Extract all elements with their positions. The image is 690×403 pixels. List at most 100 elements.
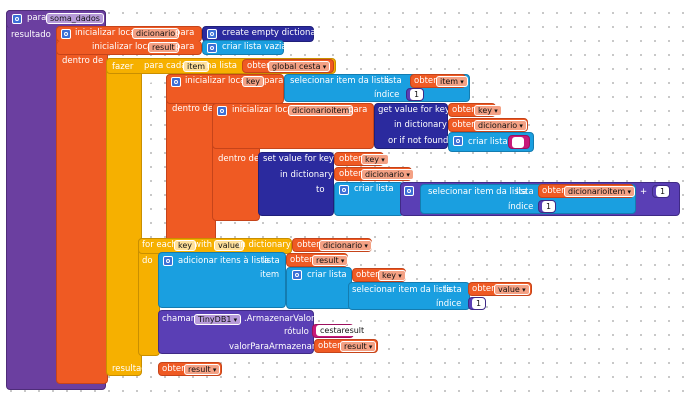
create-list-label-3: criar lista	[307, 270, 347, 280]
get-dicionario-var-1[interactable]: dicionario	[474, 120, 527, 131]
init-dicionario-var[interactable]: dicionario	[132, 28, 180, 39]
foreach-item-do-label: fazer	[112, 62, 134, 72]
foreach-item-label: para cada	[144, 61, 187, 71]
select-item-value-list: lista	[444, 285, 462, 295]
create-list-gear-icon-3[interactable]	[292, 270, 302, 280]
index-number-field-2[interactable]: 1	[542, 201, 556, 212]
index-number-field-3[interactable]: 1	[472, 298, 486, 309]
foreach-kv-with: with	[194, 240, 213, 250]
return-label: resultado	[112, 364, 152, 374]
get-key-var-1[interactable]: key	[474, 105, 502, 116]
set-value-to-label: to	[316, 185, 325, 195]
init-key-in-label: dentro de	[172, 104, 214, 114]
foreach-item-block[interactable]	[106, 58, 142, 376]
procedure-name-field[interactable]: soma_dados	[46, 13, 104, 24]
select-item-dict-index-label: índice	[508, 202, 534, 212]
get-value-var[interactable]: value	[494, 284, 530, 295]
tinydb-component-dropdown[interactable]: TinyDB1	[194, 314, 242, 325]
init-dicionario-to: para	[175, 28, 195, 38]
get-dicionario-var-3[interactable]: dicionario	[319, 240, 372, 251]
mutator-gear-icon[interactable]	[12, 14, 22, 24]
select-item-dict-block[interactable]	[420, 184, 636, 214]
init-key-var[interactable]: key	[242, 76, 265, 87]
create-empty-list-block[interactable]	[202, 40, 284, 55]
init-dicionario-label: inicializar local	[75, 28, 138, 38]
set-value-for-key-block[interactable]	[258, 152, 334, 216]
outer-in-label: dentro de	[62, 56, 104, 66]
init-dicionarioitem-to: para	[348, 105, 368, 115]
get-key-var-3[interactable]: key	[378, 270, 406, 281]
plus-number-field[interactable]: 1	[656, 186, 670, 197]
get-key-var-2[interactable]: key	[361, 154, 389, 165]
init-dicionarioitem-in-label: dentro de	[218, 154, 260, 164]
init-dicionarioitem-var[interactable]: dicionarioitem	[288, 105, 354, 116]
empty-text-field[interactable]	[512, 137, 524, 148]
create-list-gear-icon-2[interactable]	[339, 185, 349, 195]
select-item-value-label: selecionar item da lista	[352, 285, 452, 295]
create-list-label-1: criar lista	[468, 137, 508, 147]
get-key-get-2: obter	[339, 154, 362, 164]
get-value-get: obter	[472, 284, 495, 294]
init-dicionario-gear-icon[interactable]	[61, 29, 71, 39]
get-result-get-2: obter	[318, 341, 341, 351]
get-result-var-3[interactable]: result	[184, 364, 221, 375]
foreach-kv-label: for each	[142, 240, 177, 250]
foreach-kv-key-var[interactable]: key	[174, 240, 197, 251]
add-items-label: adicionar itens à lista	[178, 256, 270, 266]
create-list-label-2: criar lista	[354, 184, 394, 194]
create-list-gear-icon-1[interactable]	[453, 136, 463, 146]
set-value-in-dictionary-label: in dictionary	[280, 170, 333, 180]
add-items-block[interactable]	[158, 252, 286, 308]
foreach-kv-do: do	[142, 256, 153, 266]
get-dicionarioitem-var[interactable]: dicionarioitem	[564, 186, 636, 197]
create-empty-list-gear-icon[interactable]	[207, 43, 217, 53]
plus-gear-icon[interactable]	[404, 186, 414, 196]
get-value-for-key-label: get value for key	[378, 105, 450, 115]
add-items-item-label: item	[260, 270, 280, 280]
get-global-cesta-get: obter	[247, 61, 270, 71]
init-dicionarioitem-label: inicializar local	[232, 105, 295, 115]
create-empty-dictionary-label: create empty dictionary	[222, 28, 325, 38]
get-result-get-1: obter	[290, 255, 313, 265]
get-dicionario-var-2[interactable]: dicionario	[361, 169, 414, 180]
add-items-gear-icon[interactable]	[163, 256, 173, 266]
init-result-var[interactable]: result	[148, 42, 179, 53]
tag-text-field[interactable]: cestaresult	[316, 325, 369, 336]
foreach-kv-in-dictionary: in dictionary	[238, 240, 291, 250]
foreach-item-var[interactable]: item	[183, 61, 210, 72]
select-item-value-block[interactable]	[348, 282, 470, 310]
init-dicionario-block[interactable]	[56, 26, 108, 384]
select-item-dict-label: selecionar item da lista	[428, 187, 528, 197]
get-dicionario-get-1: obter	[452, 120, 475, 130]
tinydb-tag-label: rótulo	[284, 327, 309, 337]
init-key-to: para	[264, 76, 284, 86]
init-key-gear-icon[interactable]	[171, 77, 181, 87]
foreach-item-fazer-label: fazer	[144, 76, 166, 86]
init-result-to: para	[175, 42, 195, 52]
get-key-get-3: obter	[356, 270, 379, 280]
get-global-cesta-var[interactable]: global cesta	[268, 61, 331, 72]
init-dicionarioitem-gear-icon[interactable]	[217, 106, 227, 116]
select-item-dict-list: lista	[516, 187, 534, 197]
create-empty-list-label: criar lista vazia	[222, 42, 287, 52]
get-value-in-dictionary-label: in dictionary	[394, 120, 447, 130]
tinydb-value-label: valorParaArmazenar	[229, 342, 316, 352]
foreach-kv-value-var[interactable]: value	[214, 240, 244, 251]
set-value-for-key-label: set value for key	[263, 154, 334, 164]
index-number-field[interactable]: 1	[410, 89, 424, 100]
get-result-get-3: obter	[162, 364, 185, 374]
select-item-key-list: lista	[384, 76, 402, 86]
select-item-key-index-label: índice	[374, 90, 400, 100]
procedure-keyword: para	[27, 13, 47, 23]
select-item-value-index-label: índice	[436, 299, 462, 309]
create-dictionary-gear-icon[interactable]	[207, 29, 217, 39]
init-result-label: inicializar local	[92, 42, 155, 52]
tinydb-call-label: chamar	[162, 314, 195, 324]
get-item-var[interactable]: item	[436, 76, 468, 87]
get-result-var-2[interactable]: result	[340, 341, 377, 352]
tinydb-method-label: .ArmazenarValor	[244, 314, 315, 324]
get-value-for-key-block[interactable]	[374, 103, 448, 149]
get-result-var-1[interactable]: result	[312, 255, 349, 266]
add-items-list: lista	[262, 256, 280, 266]
get-dicionario-get-3: obter	[297, 240, 320, 250]
